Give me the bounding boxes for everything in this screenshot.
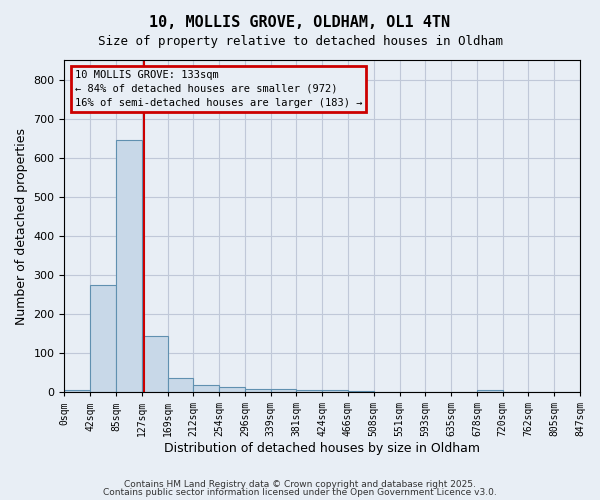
X-axis label: Distribution of detached houses by size in Oldham: Distribution of detached houses by size … (164, 442, 480, 455)
Y-axis label: Number of detached properties: Number of detached properties (15, 128, 28, 324)
Text: 10, MOLLIS GROVE, OLDHAM, OL1 4TN: 10, MOLLIS GROVE, OLDHAM, OL1 4TN (149, 15, 451, 30)
Bar (219, 388, 245, 392)
Bar (477, 390, 503, 392)
Text: Contains HM Land Registry data © Crown copyright and database right 2025.: Contains HM Land Registry data © Crown c… (124, 480, 476, 489)
Bar (296, 390, 322, 392)
Text: Contains public sector information licensed under the Open Government Licence v3: Contains public sector information licen… (103, 488, 497, 497)
Bar (193, 385, 219, 392)
Bar (245, 389, 271, 392)
Bar (322, 390, 348, 392)
Bar (167, 378, 193, 392)
Bar (271, 389, 296, 392)
Text: 10 MOLLIS GROVE: 133sqm
← 84% of detached houses are smaller (972)
16% of semi-d: 10 MOLLIS GROVE: 133sqm ← 84% of detache… (75, 70, 362, 108)
Bar (90, 284, 116, 392)
Bar (64, 390, 90, 392)
Text: Size of property relative to detached houses in Oldham: Size of property relative to detached ho… (97, 35, 503, 48)
Bar (116, 140, 142, 392)
Bar (142, 336, 167, 392)
